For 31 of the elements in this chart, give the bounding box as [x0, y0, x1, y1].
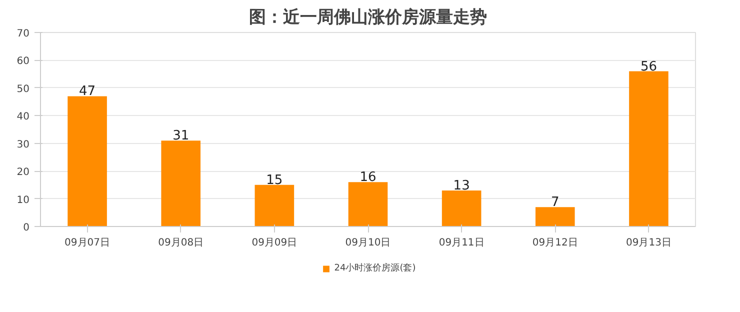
- data-label: 31: [172, 128, 190, 144]
- x-tick-label: 09月12日: [532, 238, 578, 248]
- x-tick-label: 09月07日: [64, 238, 110, 248]
- x-tick-label: 09月09日: [252, 238, 298, 248]
- data-label: 56: [640, 59, 657, 74]
- y-tick-label: 20: [16, 167, 30, 178]
- bar: [442, 190, 482, 226]
- data-label: 15: [266, 172, 283, 188]
- y-tick-label: 10: [16, 194, 30, 206]
- bar: [629, 71, 668, 226]
- y-tick-label: 50: [16, 84, 30, 95]
- x-tick-label: 09月08日: [158, 238, 204, 248]
- bar: [348, 182, 388, 226]
- x-tick-label: 09月10日: [345, 238, 391, 248]
- bar: [68, 96, 107, 226]
- bar: [535, 207, 575, 226]
- y-tick-label: 0: [23, 222, 30, 234]
- x-tick-label: 09月11日: [438, 238, 484, 248]
- chart-title: 图：近一周佛山涨价房源量走势: [249, 8, 487, 28]
- x-tick-label: 09月13日: [626, 238, 672, 248]
- data-label: 16: [360, 170, 376, 186]
- data-label: 7: [551, 195, 560, 210]
- legend-label: 24小时涨价房源(套): [334, 262, 416, 274]
- y-tick-label: 70: [16, 28, 30, 40]
- data-label: 13: [453, 178, 470, 194]
- y-tick-label: 40: [16, 112, 30, 123]
- bar: [161, 140, 201, 226]
- data-label: 47: [79, 84, 96, 100]
- y-tick-label: 60: [16, 56, 30, 68]
- y-tick-label: 30: [16, 139, 30, 150]
- bar: [254, 184, 294, 226]
